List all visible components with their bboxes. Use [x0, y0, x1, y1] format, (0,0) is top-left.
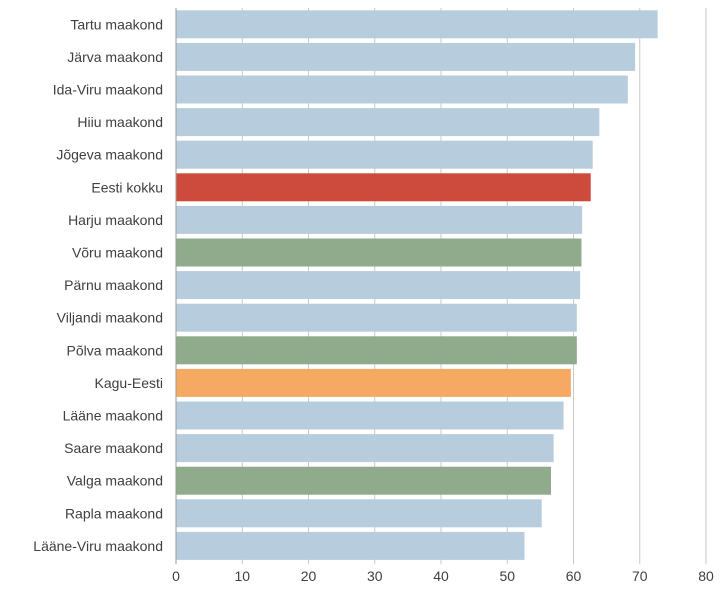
category-label: Pärnu maakond [64, 277, 163, 293]
bar [176, 499, 542, 528]
category-label: Ida-Viru maakond [53, 82, 163, 98]
category-label: Hiiu maakond [77, 114, 163, 130]
x-tick-label: 0 [172, 568, 180, 584]
x-tick-label: 20 [301, 568, 317, 584]
category-label: Viljandi maakond [57, 310, 163, 326]
bar [176, 368, 571, 397]
bar [176, 140, 593, 169]
bar [176, 238, 582, 267]
category-label: Saare maakond [64, 440, 163, 456]
category-label: Eesti kokku [91, 179, 163, 195]
category-label: Harju maakond [68, 212, 163, 228]
bar [176, 434, 554, 463]
category-label: Lääne maakond [63, 408, 163, 424]
bars [176, 10, 658, 560]
bar [176, 271, 581, 300]
category-label: Võru maakond [72, 245, 163, 261]
category-label: Lääne-Viru maakond [33, 538, 163, 554]
bar [176, 10, 658, 39]
bar [176, 205, 583, 234]
category-label: Rapla maakond [65, 505, 163, 521]
bar [176, 75, 628, 104]
x-tick-label: 80 [698, 568, 714, 584]
bar [176, 303, 577, 332]
bar [176, 108, 600, 137]
category-label: Järva maakond [67, 49, 163, 65]
x-tick-label: 30 [367, 568, 383, 584]
x-tick-label: 60 [566, 568, 582, 584]
category-labels: Tartu maakond Järva maakond Ida-Viru maako… [33, 16, 163, 554]
x-tick-label: 10 [234, 568, 250, 584]
category-label: Tartu maakond [70, 16, 163, 32]
x-tick-label: 50 [499, 568, 515, 584]
category-label: Põlva maakond [66, 342, 163, 358]
bar [176, 401, 564, 430]
bar [176, 42, 636, 71]
bar [176, 531, 525, 560]
bar [176, 173, 591, 202]
x-tick-label: 40 [433, 568, 449, 584]
bar [176, 466, 551, 495]
bar [176, 336, 577, 365]
category-label: Jõgeva maakond [56, 147, 163, 163]
category-label: Kagu-Eesti [95, 375, 163, 391]
category-label: Valga maakond [67, 473, 163, 489]
x-axis-tick-labels: 0 10 20 30 40 50 60 70 80 [172, 568, 714, 584]
x-tick-label: 70 [632, 568, 648, 584]
